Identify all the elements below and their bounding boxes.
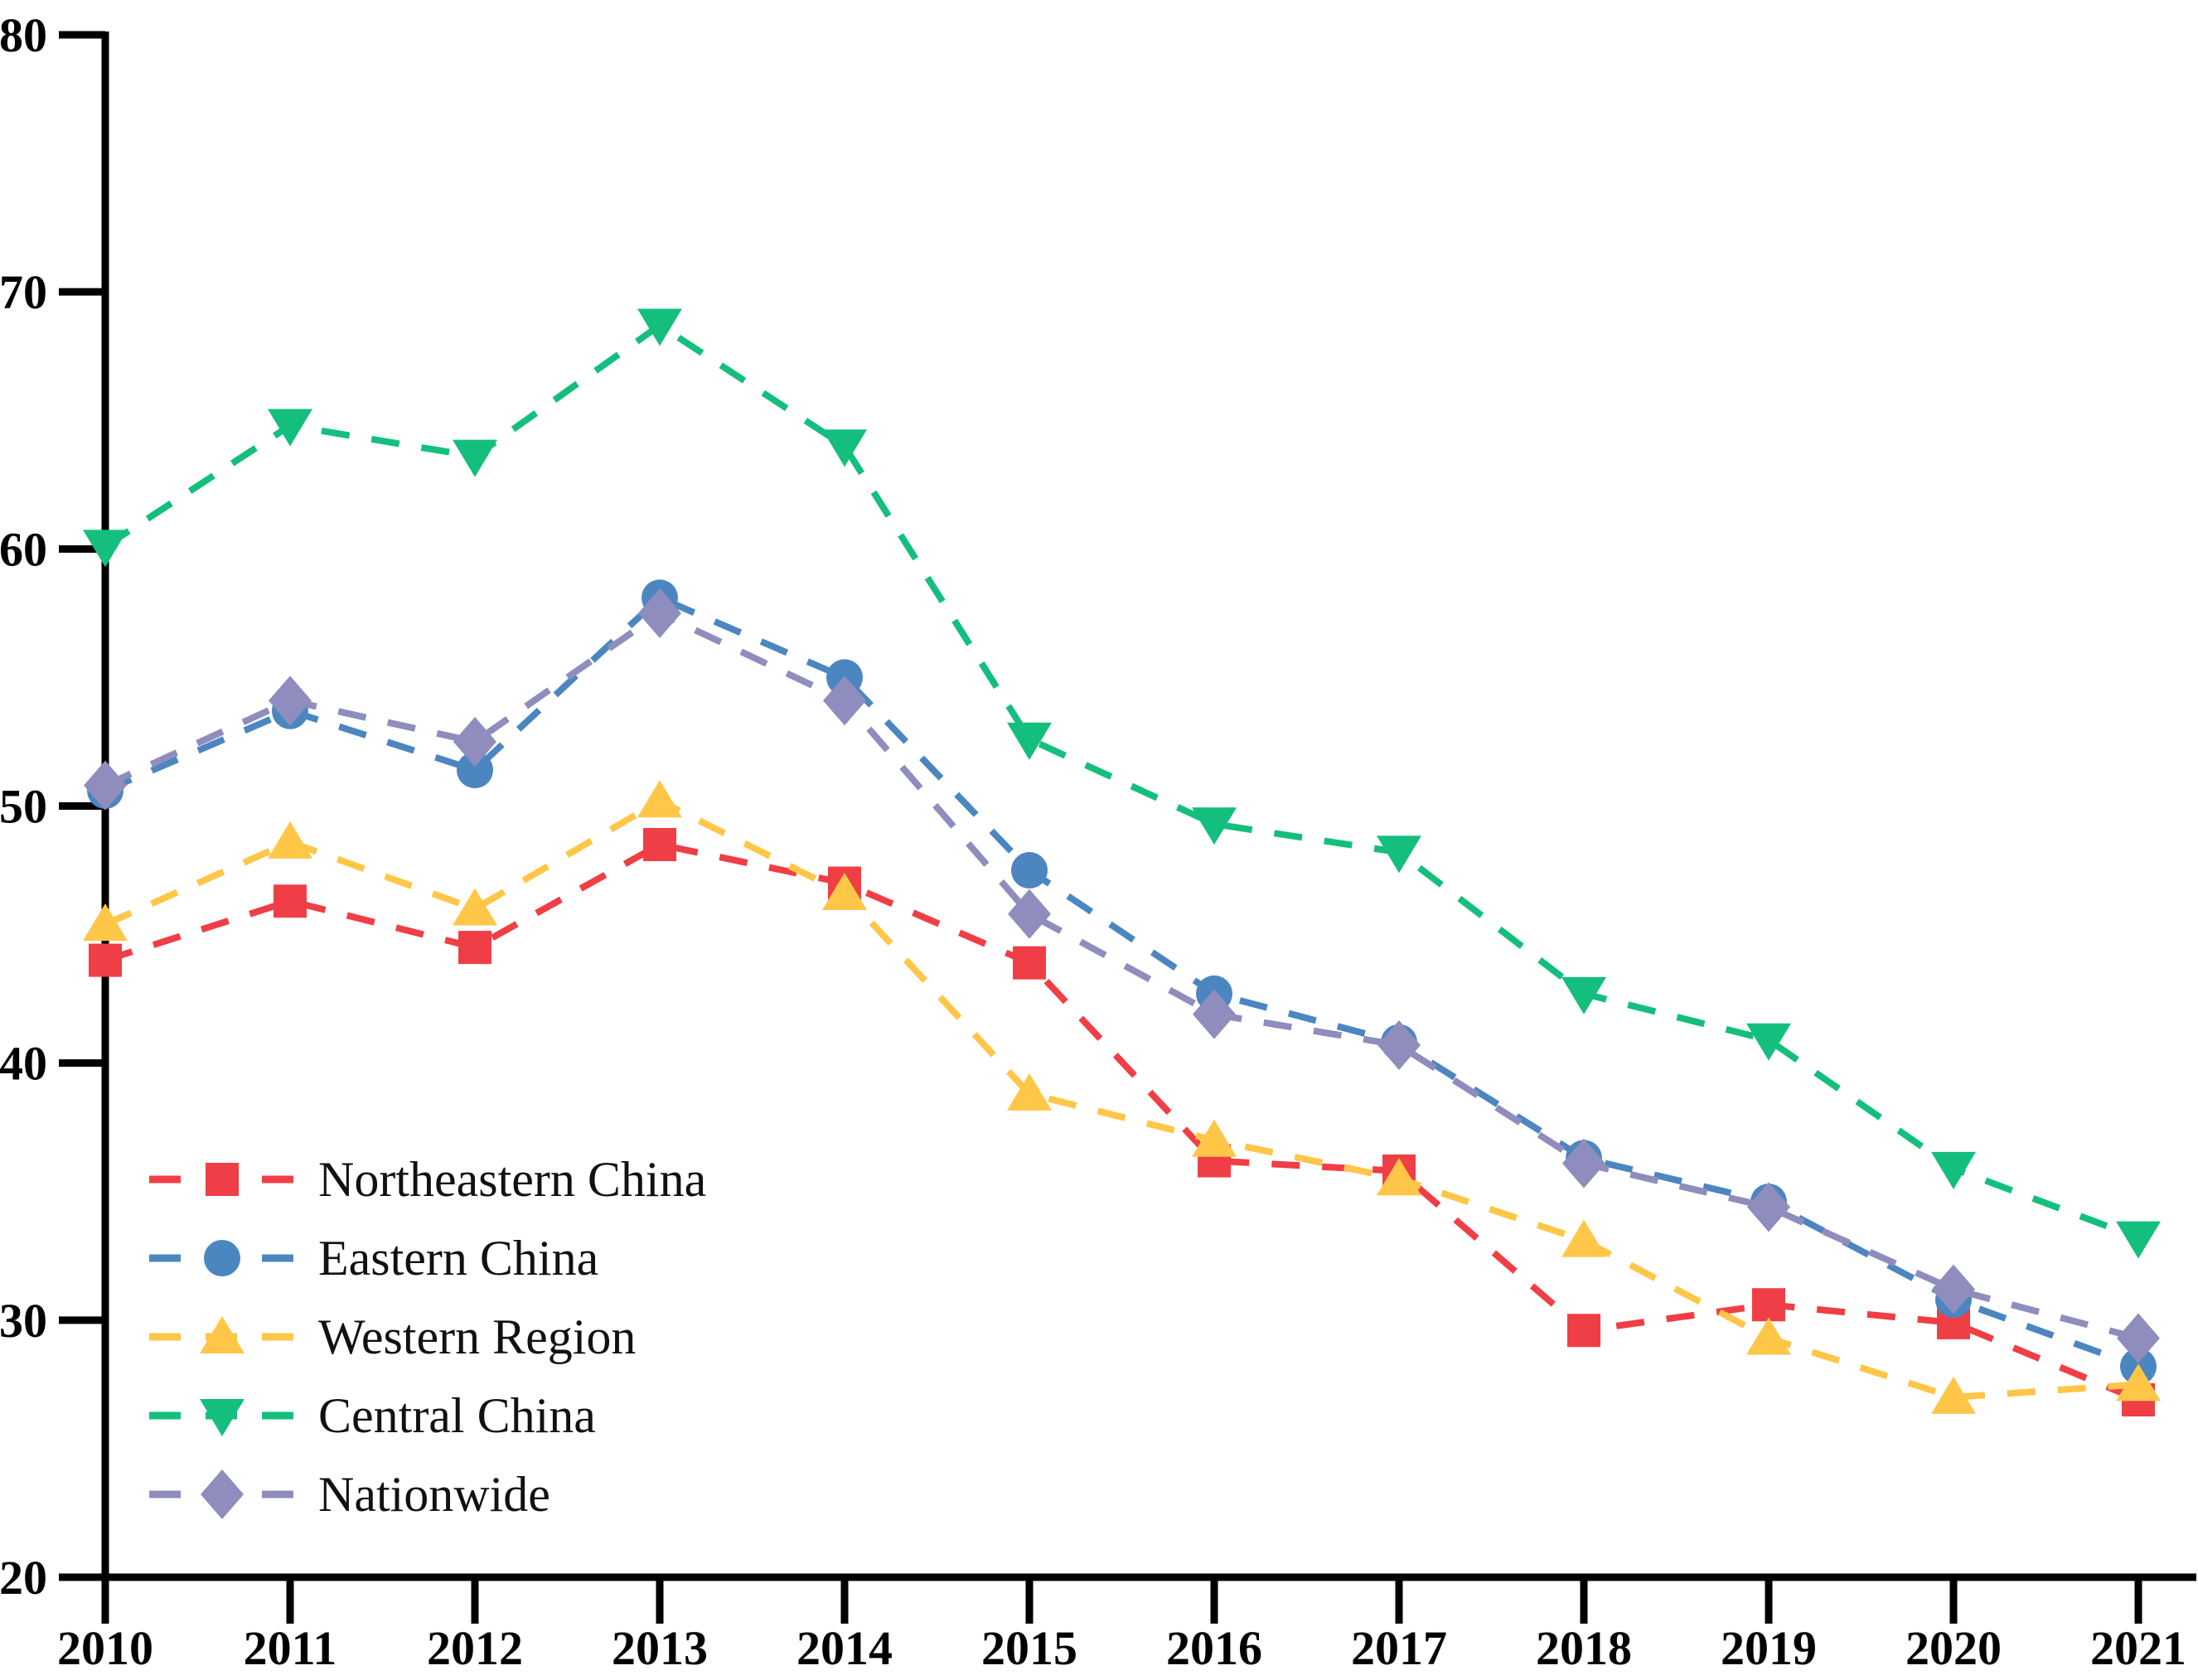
legend-label: Eastern China	[318, 1231, 599, 1285]
y-tick-label: 20	[0, 1551, 47, 1605]
triangle-up-marker-icon	[1007, 1072, 1052, 1111]
x-tick-label: 2021	[2090, 1621, 2186, 1675]
triangle-down-marker-icon	[453, 439, 497, 477]
y-tick-label: 60	[0, 522, 47, 576]
triangle-up-marker-icon	[200, 1316, 244, 1353]
series-line-0	[104, 840, 2140, 1403]
x-tick-label: 2017	[1351, 1621, 1447, 1675]
x-tick-label: 2014	[796, 1621, 893, 1675]
legend-marker-triangle-up-icon	[149, 1316, 295, 1353]
square-marker-icon	[1567, 1314, 1600, 1348]
triangle-up-marker-icon	[1192, 1119, 1237, 1157]
diamond-marker-icon	[1193, 989, 1236, 1039]
legend-item-western-region: Western Region	[148, 1308, 706, 1366]
diamond-marker-icon	[453, 716, 496, 767]
triangle-down-marker-icon	[83, 530, 128, 568]
series-line-2	[104, 796, 2139, 1401]
triangle-up-marker-icon	[637, 780, 682, 818]
x-tick-label: 2016	[1166, 1621, 1262, 1675]
x-tick-label: 2013	[612, 1621, 708, 1675]
diamond-marker-icon	[638, 588, 681, 638]
y-tick-label: 50	[0, 780, 47, 834]
y-tick-label: 30	[0, 1294, 47, 1348]
square-marker-icon	[89, 943, 122, 977]
triangle-up-marker-icon	[1931, 1376, 1976, 1414]
legend: Northeastern China Eastern China Western…	[148, 1150, 706, 1523]
diamond-marker-icon	[823, 675, 866, 726]
diamond-marker-icon	[1008, 888, 1051, 939]
triangle-up-marker-icon	[1746, 1317, 1791, 1355]
triangle-up-marker-icon	[83, 903, 128, 942]
legend-marker-diamond-icon	[149, 1469, 295, 1519]
circle-marker-icon	[1011, 852, 1048, 889]
triangle-down-marker-icon	[1007, 722, 1052, 760]
triangle-up-marker-icon	[2116, 1363, 2161, 1402]
triangle-down-marker-icon	[1192, 807, 1237, 845]
legend-label: Northeastern China	[318, 1152, 707, 1207]
diamond-marker-icon	[201, 1469, 244, 1519]
diamond-marker-icon	[269, 675, 312, 726]
legend-label: Western Region	[318, 1310, 637, 1364]
x-tick-label: 2011	[244, 1621, 337, 1675]
triangle-up-marker-icon	[1561, 1219, 1606, 1257]
legend-item-nationwide: Nationwide	[148, 1465, 706, 1523]
x-tick-label: 2015	[981, 1621, 1077, 1675]
triangle-down-marker-icon	[268, 409, 312, 447]
circle-marker-icon	[204, 1240, 240, 1276]
triangle-up-marker-icon	[822, 872, 867, 910]
square-marker-icon	[206, 1163, 239, 1196]
triangle-down-marker-icon	[822, 429, 867, 467]
legend-marker-triangle-down-icon	[149, 1399, 295, 1436]
triangle-down-marker-icon	[1561, 976, 1606, 1014]
x-tick-label: 2012	[427, 1621, 523, 1675]
y-tick-label: 70	[0, 265, 47, 319]
circle-marker-icon	[457, 752, 493, 789]
x-tick-label: 2020	[1905, 1621, 2002, 1675]
diamond-marker-icon	[1932, 1264, 1975, 1314]
triangle-down-marker-icon	[637, 308, 682, 346]
series-line-3	[103, 321, 2140, 1242]
series-line-4	[104, 609, 2140, 1342]
square-marker-icon	[1013, 946, 1046, 980]
legend-label: Nationwide	[318, 1467, 550, 1522]
triangle-down-marker-icon	[1931, 1151, 1976, 1189]
diamond-marker-icon	[1377, 1019, 1421, 1070]
x-tick-label: 2010	[57, 1621, 153, 1675]
triangle-down-marker-icon	[2116, 1221, 2161, 1259]
diamond-marker-icon	[1747, 1182, 1790, 1232]
y-tick-label: 80	[0, 8, 47, 62]
diamond-marker-icon	[1562, 1138, 1605, 1189]
legend-label: Central China	[318, 1388, 596, 1443]
square-marker-icon	[274, 884, 307, 918]
triangle-up-marker-icon	[1377, 1158, 1421, 1196]
diamond-marker-icon	[2117, 1313, 2160, 1363]
legend-marker-circle-icon	[149, 1240, 295, 1276]
square-marker-icon	[458, 931, 491, 965]
triangle-up-marker-icon	[268, 821, 312, 859]
legend-item-northeastern-china: Northeastern China	[148, 1150, 706, 1208]
square-marker-icon	[1752, 1288, 1785, 1322]
triangle-up-marker-icon	[453, 888, 497, 926]
diamond-marker-icon	[84, 760, 127, 811]
x-tick-label: 2018	[1536, 1621, 1632, 1675]
y-tick-label: 40	[0, 1037, 47, 1091]
triangle-down-marker-icon	[1746, 1023, 1791, 1061]
triangle-down-marker-icon	[1377, 835, 1421, 874]
x-tick-label: 2019	[1721, 1621, 1817, 1675]
legend-item-central-china: Central China	[148, 1387, 706, 1445]
triangle-down-marker-icon	[200, 1399, 244, 1436]
legend-marker-square-icon	[149, 1163, 295, 1196]
square-marker-icon	[643, 828, 676, 862]
legend-item-eastern-china: Eastern China	[148, 1229, 706, 1287]
